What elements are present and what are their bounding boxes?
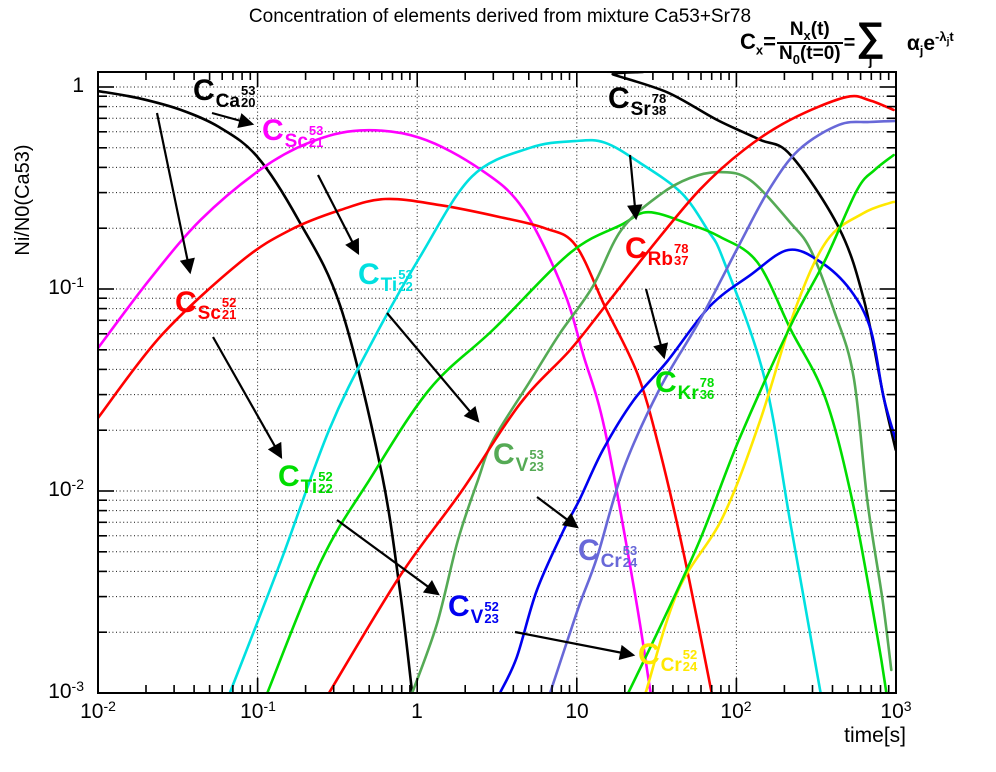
formula-term: αje-λjt xyxy=(906,28,954,59)
annotation-arrow xyxy=(386,312,480,423)
axis-ticks xyxy=(97,72,897,694)
curve-label-Sr-78: CSr 78 38 xyxy=(608,82,667,120)
curve-Sr-78 xyxy=(98,72,896,452)
curve-label-Cr-53: CCr 53 24 xyxy=(578,534,638,572)
curve-Ca-53 xyxy=(98,89,414,693)
annotation-arrow xyxy=(627,154,643,221)
formula-equals: = xyxy=(843,31,856,54)
curve-label-Sc-53: CSc 53 21 xyxy=(262,114,324,152)
annotation-arrow xyxy=(155,112,195,275)
x-tick-label: 103 xyxy=(880,698,912,723)
curve-Ti-53 xyxy=(228,138,822,693)
formula-numerator: Nx(t) xyxy=(776,20,843,45)
y-tick-label: 10-3 xyxy=(48,678,84,703)
curve-label-Sc-52: CSc 52 21 xyxy=(175,286,237,324)
y-tick-label: 10-1 xyxy=(48,274,84,299)
formula-fraction: Nx(t) N0(t=0) xyxy=(776,20,843,68)
curve-Rb-78 xyxy=(327,94,895,693)
annotation-arrow xyxy=(211,111,255,128)
curve-V-53 xyxy=(410,170,893,693)
curve-label-Cr-52: CCr 52 24 xyxy=(638,638,698,676)
curve-Cr-53 xyxy=(548,119,896,693)
annotation-arrow xyxy=(514,630,636,661)
curve-label-V-53: CV 53 23 xyxy=(493,438,544,476)
curve-Sc-53 xyxy=(98,128,652,693)
sigma-symbol: ∑ j xyxy=(856,14,885,68)
curve-label-V-52: CV 52 23 xyxy=(448,590,499,628)
curve-Sc-52 xyxy=(98,197,713,693)
x-tick-label: 10 xyxy=(565,700,589,723)
x-tick-label: 10-1 xyxy=(240,698,276,723)
curve-label-Rb-78: CRb 78 37 xyxy=(625,232,689,270)
page-title: Concentration of elements derived from m… xyxy=(248,6,752,27)
formula: Cx= Nx(t) N0(t=0) = ∑ j αje-λjt xyxy=(740,14,954,68)
y-tick-label: 1 xyxy=(72,74,84,97)
annotation-arrow xyxy=(212,336,283,460)
annotation-arrows xyxy=(155,111,669,661)
y-tick-label: 10-2 xyxy=(48,476,84,501)
curve-Ti-52 xyxy=(266,210,888,693)
annotation-arrow xyxy=(536,496,579,529)
curve-label-Ti-53: CTi 53 22 xyxy=(358,258,413,296)
curve-label-Ca-53: CCa 53 20 xyxy=(193,74,256,112)
curve-label-Kr-78: CKr 78 36 xyxy=(655,366,715,404)
plot-frame xyxy=(97,71,897,694)
x-tick-label: 1 xyxy=(411,700,423,723)
grid-lines xyxy=(98,72,896,693)
x-tick-label: 10-2 xyxy=(80,698,116,723)
annotation-arrow xyxy=(317,174,360,256)
annotation-arrow xyxy=(644,288,669,360)
curve-Kr-78 xyxy=(626,153,895,693)
annotation-arrow xyxy=(336,519,440,596)
x-tick-label: 102 xyxy=(720,698,752,723)
formula-lhs: Cx= xyxy=(740,29,776,58)
curve-label-Ti-52: CTi 52 22 xyxy=(278,460,333,498)
x-axis-title: time[s] xyxy=(844,724,906,747)
formula-denominator: N0(t=0) xyxy=(778,43,841,68)
curve-V-52 xyxy=(498,248,896,693)
